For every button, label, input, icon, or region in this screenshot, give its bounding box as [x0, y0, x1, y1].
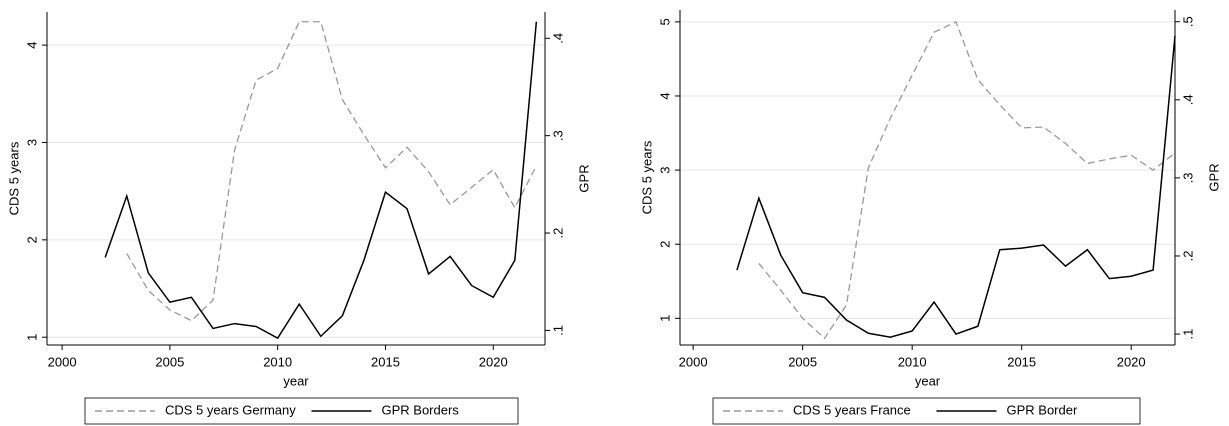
y-tick-label: 4: [657, 92, 672, 99]
y2-tick-label: .1: [550, 325, 565, 336]
y-tick-label: 4: [24, 41, 39, 48]
y2-tick-label: .5: [1180, 16, 1195, 27]
x-tick-label: 2000: [48, 354, 77, 369]
y2-tick-label: .3: [550, 130, 565, 141]
x-tick-label: 2020: [479, 354, 508, 369]
y2-tick-label: .1: [1180, 329, 1195, 340]
series-line: [736, 35, 1176, 338]
x-tick-label: 2005: [155, 354, 184, 369]
legend-label: CDS 5 years Germany: [165, 402, 296, 417]
y-tick-label: 3: [24, 139, 39, 146]
legend-box: [712, 397, 1141, 425]
y-tick-label: 1: [24, 334, 39, 341]
x-tick-label: 2015: [371, 354, 400, 369]
x-axis-title: year: [283, 373, 309, 388]
x-tick-label: 2000: [679, 354, 708, 369]
series-line: [126, 21, 537, 322]
y2-axis-title: GPR: [576, 164, 591, 192]
y2-tick-label: .2: [550, 228, 565, 239]
y2-axis-title: GPR: [1206, 163, 1221, 191]
y-tick-label: 5: [657, 18, 672, 25]
y-axis-title: CDS 5 years: [639, 140, 654, 214]
legend-label: GPR Borders: [382, 402, 460, 417]
y2-tick-label: .2: [1180, 251, 1195, 262]
x-tick-label: 2015: [1007, 354, 1036, 369]
x-tick-label: 2020: [1117, 354, 1146, 369]
x-axis-title: year: [915, 373, 941, 388]
legend-label: CDS 5 years France: [793, 402, 911, 417]
y-tick-label: 2: [657, 241, 672, 248]
series-line: [758, 20, 1176, 340]
x-tick-label: 2010: [898, 354, 927, 369]
legend-box: [84, 397, 519, 425]
y-tick-label: 2: [24, 236, 39, 243]
y-axis-title: CDS 5 years: [6, 141, 21, 215]
y2-tick-label: .4: [1180, 94, 1195, 105]
legend-label: GPR Border: [1007, 402, 1078, 417]
x-tick-label: 2005: [788, 354, 817, 369]
y-tick-label: 1: [657, 315, 672, 322]
y2-tick-label: .4: [550, 33, 565, 44]
y2-tick-label: .3: [1180, 172, 1195, 183]
series-line: [104, 21, 538, 340]
y-tick-label: 3: [657, 166, 672, 173]
x-tick-label: 2010: [263, 354, 292, 369]
